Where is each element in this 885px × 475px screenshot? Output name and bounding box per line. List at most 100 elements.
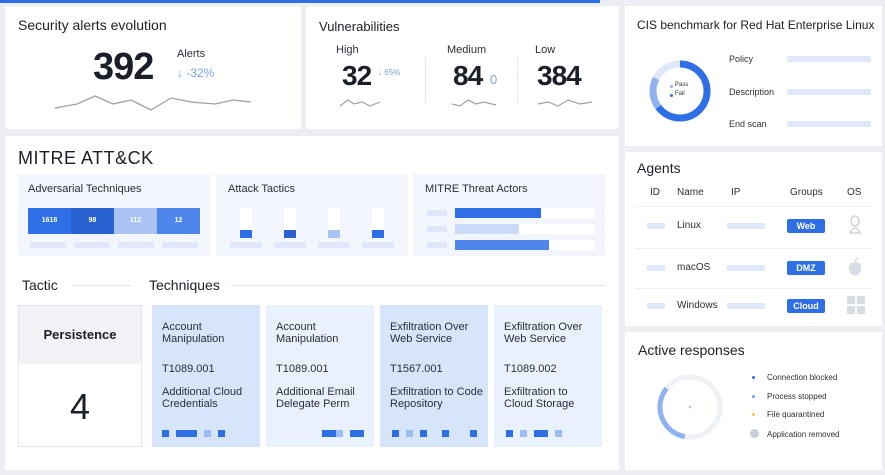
coverage-square <box>162 430 169 437</box>
vuln-divider-1 <box>425 58 426 102</box>
table-row[interactable]: Windows Cloud <box>635 288 872 326</box>
adversarial-title: Adversarial Techniques <box>28 183 142 195</box>
technique-sub: Additional Email Delegate Perm <box>276 386 355 410</box>
technique-card-4[interactable]: Exfiltration Over Web Service T1089.002 … <box>494 305 602 447</box>
cis-end-scan-value <box>787 121 871 127</box>
fail-dot <box>670 94 673 97</box>
col-name: Name <box>677 187 704 198</box>
coverage-square <box>520 430 527 437</box>
actor-bar-3[interactable] <box>455 240 595 250</box>
actor-label-3 <box>427 242 447 248</box>
technique-name: Exfiltration Over Web Service <box>390 321 469 345</box>
coverage-square <box>218 430 225 437</box>
technique-sub: Exfiltration to Code Repository <box>390 386 483 410</box>
coverage-square <box>541 430 548 437</box>
low-label: Low <box>535 44 556 56</box>
coverage-square <box>420 430 427 437</box>
col-id: ID <box>650 187 660 198</box>
technique-name: Account Manipulation <box>162 321 225 345</box>
technique-sub: Additional Cloud Credentials <box>162 386 243 410</box>
medium-value: 84 <box>453 60 483 91</box>
cis-donut-chart <box>649 60 711 122</box>
cis-legend-fail: Fail <box>675 91 685 97</box>
adversarial-bar-2[interactable]: 98 <box>71 208 114 234</box>
tactic-label-4 <box>362 242 394 248</box>
cis-description-value <box>787 89 871 95</box>
coverage-square <box>329 430 336 437</box>
active-responses-card[interactable]: Active responses Connection blocked Proc… <box>625 332 882 470</box>
medium-change: 0 <box>490 72 498 87</box>
col-groups: Groups <box>790 187 823 198</box>
technique-sub: Exfiltration to Cloud Storage <box>504 386 575 410</box>
high-sparkline <box>340 99 380 107</box>
alerts-count: 392 <box>93 46 154 88</box>
tactic-bar-4[interactable] <box>372 208 384 238</box>
agent-ip <box>727 265 765 271</box>
agent-name: macOS <box>677 262 711 273</box>
high-change: ↓ 65% <box>378 68 401 77</box>
technique-card-1[interactable]: Account Manipulation T1089.001 Additiona… <box>152 305 260 447</box>
tactic-label-3 <box>318 242 350 248</box>
adversarial-bar-1[interactable]: 1618 <box>28 208 71 234</box>
threat-actors-panel[interactable]: MITRE Threat Actors <box>413 174 605 256</box>
vulnerabilities-card[interactable]: Vulnerabilities High 32 ↓ 65% Medium 84 … <box>306 6 619 129</box>
adversarial-bar-4[interactable]: 12 <box>157 208 200 234</box>
legend-dot-process <box>752 395 755 398</box>
cis-benchmark-card[interactable]: CIS benchmark for Red Hat Enterprise Lin… <box>625 6 882 146</box>
vuln-divider-2 <box>517 58 518 102</box>
tactic-label-2 <box>274 242 306 248</box>
security-alerts-card[interactable]: Security alerts evolution 392 Alerts ↓ -… <box>5 6 301 129</box>
actor-bar-1[interactable] <box>455 208 595 218</box>
tactic-bar-1[interactable] <box>240 208 252 238</box>
coverage-square <box>555 430 562 437</box>
medium-label: Medium <box>447 44 487 56</box>
apple-icon <box>847 257 863 282</box>
high-label: High <box>336 44 359 56</box>
agents-card[interactable]: Agents ID Name IP Groups OS Linux Web ma… <box>625 152 882 326</box>
table-row[interactable]: macOS DMZ <box>635 248 872 286</box>
actor-bar-2[interactable] <box>455 224 595 234</box>
actor-label-1 <box>427 210 447 216</box>
adversarial-label-4 <box>162 242 198 248</box>
tactic-bar-3[interactable] <box>328 208 340 238</box>
tactic-name-area <box>19 306 141 364</box>
alerts-label: Alerts <box>177 48 206 60</box>
active-responses-title: Active responses <box>638 342 745 358</box>
attack-tactics-title: Attack Tactics <box>228 183 296 195</box>
coverage-square <box>176 430 183 437</box>
security-alerts-title: Security alerts evolution <box>18 17 167 33</box>
technique-name: Account Manipulation <box>276 321 339 345</box>
high-value: 32 <box>342 60 372 91</box>
agent-id <box>647 265 665 271</box>
technique-card-3[interactable]: Exfiltration Over Web Service T1567.001 … <box>380 305 488 447</box>
cis-legend-pass: Pass <box>675 82 689 88</box>
col-ip: IP <box>731 187 741 198</box>
adversarial-techniques-panel[interactable]: Adversarial Techniques 1618 98 112 12 <box>18 174 210 256</box>
technique-id: T1089.001 <box>162 363 215 375</box>
group-badge[interactable]: Cloud <box>787 299 825 313</box>
techniques-header-rule <box>231 285 605 286</box>
coverage-square <box>357 430 364 437</box>
coverage-square <box>204 430 211 437</box>
cis-policy-value <box>787 56 871 62</box>
linux-icon <box>847 215 863 240</box>
table-row[interactable]: Linux Web <box>635 206 872 244</box>
cis-title: CIS benchmark for Red Hat Enterprise Lin… <box>637 18 875 32</box>
agent-name: Linux <box>677 220 701 231</box>
group-badge[interactable]: DMZ <box>787 261 825 275</box>
legend-application-removed: Application removed <box>767 430 840 439</box>
group-badge[interactable]: Web <box>787 219 825 233</box>
technique-card-2[interactable]: Account Manipulation T1089.001 Additiona… <box>266 305 374 447</box>
coverage-square <box>322 430 329 437</box>
tactic-card[interactable]: Persistence 4 <box>18 305 142 447</box>
legend-dot-application <box>750 429 759 438</box>
coverage-square <box>506 430 513 437</box>
col-os: OS <box>847 187 862 198</box>
attack-tactics-panel[interactable]: Attack Tactics <box>216 174 408 256</box>
adversarial-bar-3[interactable]: 112 <box>114 208 157 234</box>
pass-dot <box>670 85 673 88</box>
tactic-bar-2[interactable] <box>284 208 296 238</box>
agent-id <box>647 303 665 309</box>
technique-id: T1089.001 <box>276 363 329 375</box>
cis-policy-label: Policy <box>729 54 754 64</box>
